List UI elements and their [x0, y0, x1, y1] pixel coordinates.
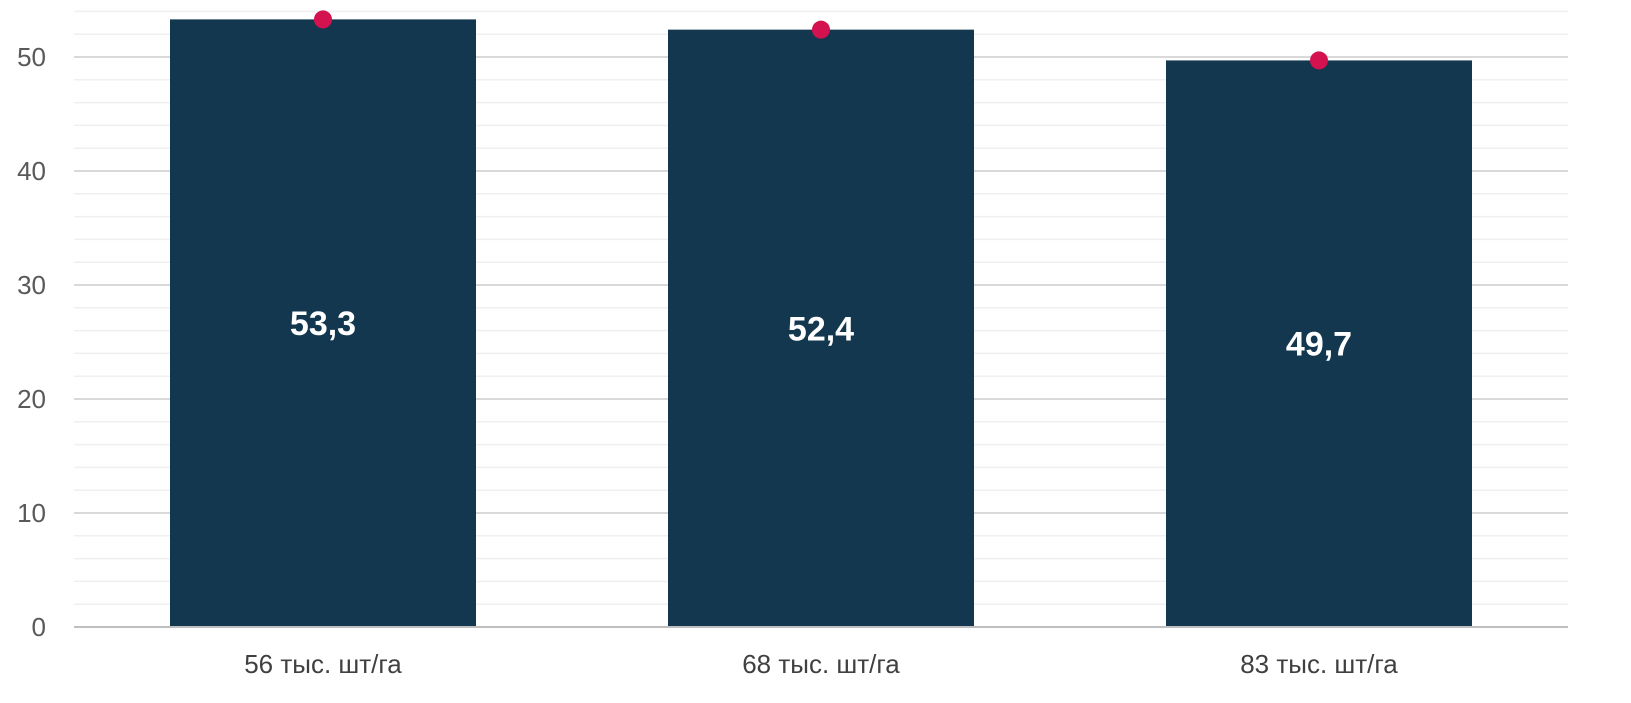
x-category-label: 56 тыс. шт/га — [244, 649, 402, 679]
y-tick-label: 10 — [17, 498, 46, 528]
y-axis-tick-labels: 0 10 20 30 40 50 — [17, 42, 46, 642]
bar-data-label: 53,3 — [290, 305, 356, 343]
x-category-label: 68 тыс. шт/га — [742, 649, 900, 679]
x-category-label: 83 тыс. шт/га — [1240, 649, 1398, 679]
value-marker — [812, 21, 830, 39]
y-tick-label: 20 — [17, 384, 46, 414]
value-marker — [1310, 51, 1328, 69]
y-tick-label: 40 — [17, 156, 46, 186]
x-axis-category-labels: 56 тыс. шт/га 68 тыс. шт/га 83 тыс. шт/га — [244, 649, 1398, 679]
y-tick-label: 50 — [17, 42, 46, 72]
bar-data-label: 52,4 — [788, 310, 854, 348]
y-tick-label: 30 — [17, 270, 46, 300]
y-tick-label: 0 — [32, 612, 46, 642]
value-marker — [314, 10, 332, 28]
bar-data-label: 49,7 — [1286, 326, 1352, 364]
